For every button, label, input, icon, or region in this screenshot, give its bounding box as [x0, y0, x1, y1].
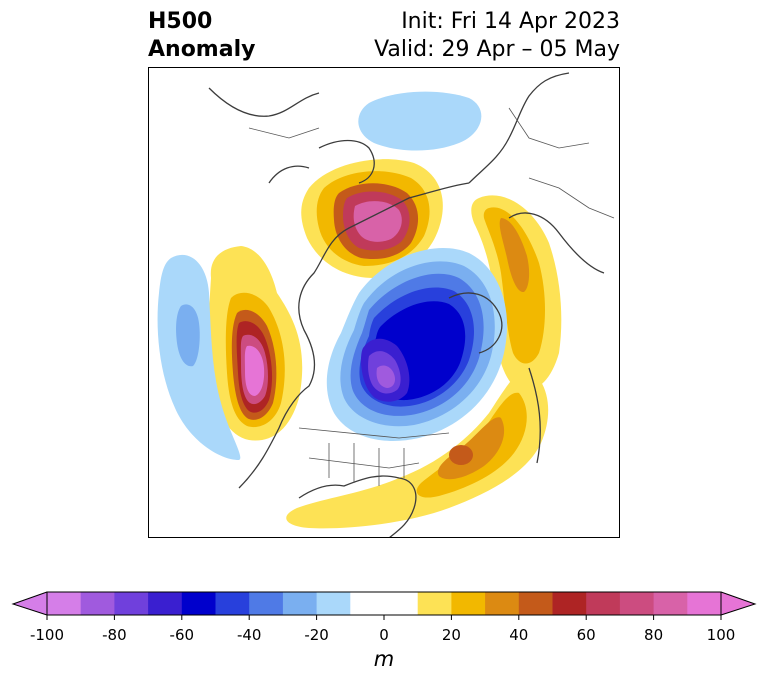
colorbar-tick-label: 20: [441, 626, 461, 644]
negative-anomaly-shading: [157, 91, 508, 460]
political-borders: [248, 107, 615, 486]
map-canvas: [157, 72, 615, 537]
colorbar-tick-label: 40: [509, 626, 529, 644]
colorbar-segment: [282, 592, 318, 615]
colorbar-tick-label: 60: [576, 626, 596, 644]
colorbar-unit-label: m: [373, 647, 395, 671]
colorbar-tick-label: -20: [304, 626, 329, 644]
map-title: H500 Anomaly: [148, 8, 255, 64]
colorbar-arrow-outline-right: [720, 591, 757, 616]
colorbar-tick-label: -80: [102, 626, 127, 644]
colorbar-segment: [485, 592, 520, 615]
colorbar-segment: [249, 592, 284, 615]
colorbar-tick-label: 100: [706, 626, 736, 644]
colorbar-tick-label: 80: [644, 626, 664, 644]
colorbar-segment: [518, 592, 553, 615]
title-line-1: H500: [148, 9, 213, 34]
colorbar-segment: [114, 592, 149, 615]
colorbar-outline: [46, 591, 722, 616]
colorbar-segment: [215, 592, 250, 615]
colorbar-segment: [316, 592, 351, 615]
colorbar-segment: [80, 592, 115, 615]
colorbar-ticks: [46, 615, 722, 620]
colorbar-segment: [47, 592, 82, 615]
colorbar-segment: [148, 592, 183, 615]
colorbar-segment: [350, 592, 419, 615]
colorbar-segment: [586, 592, 621, 615]
valid-date-range: Valid: 29 Apr – 05 May: [374, 37, 620, 62]
init-date: Init: Fri 14 Apr 2023: [401, 9, 620, 34]
colorbar-tick-label: -40: [236, 626, 262, 644]
colorbar-segment: [552, 592, 587, 615]
colorbar-segment: [181, 592, 216, 615]
colorbar-arrow-outline: [11, 591, 48, 616]
colorbar-tick-label: -100: [29, 626, 65, 644]
colorbar-tick-label: -60: [169, 626, 195, 644]
colorbar-segment: [653, 592, 688, 615]
colorbar-segments: [47, 592, 722, 615]
colorbar: [11, 591, 757, 620]
colorbar-segment: [417, 592, 452, 615]
colorbar-segment: [687, 592, 722, 615]
colorbar-high-extension: [721, 592, 755, 615]
coastlines: [208, 72, 605, 537]
colorbar-segment: [451, 592, 486, 615]
date-info: Init: Fri 14 Apr 2023 Valid: 29 Apr – 05…: [374, 8, 620, 64]
colorbar-segment: [619, 592, 655, 615]
colorbar-tick-label: 0: [379, 626, 389, 644]
positive-anomaly-shading: [208, 159, 562, 529]
anomaly-map: [148, 67, 620, 538]
colorbar-low-extension: [13, 592, 47, 615]
title-line-2: Anomaly: [148, 37, 256, 62]
